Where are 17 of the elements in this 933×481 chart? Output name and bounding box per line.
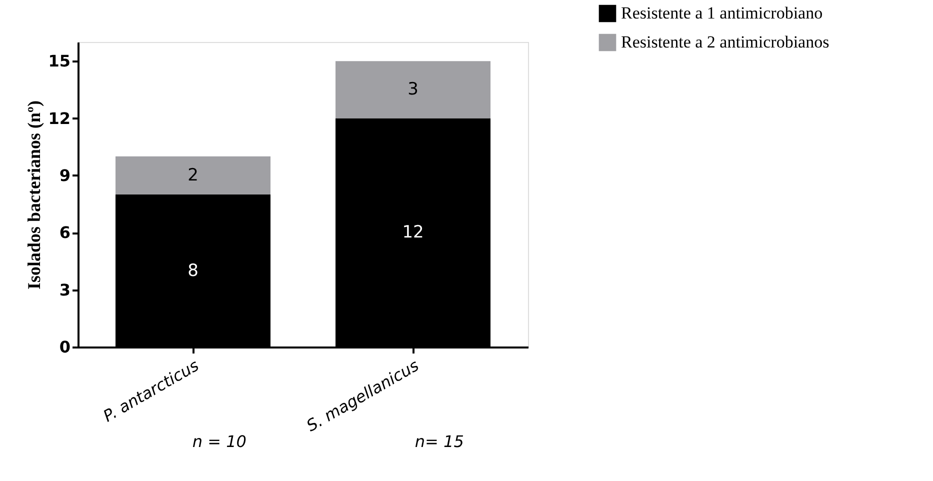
legend-label: Resistente a 1 antimicrobiano	[621, 4, 823, 22]
legend-label: Resistente a 2 antimicrobianos	[621, 32, 830, 52]
bar	[336, 61, 490, 118]
y-tick-label: 12	[48, 108, 70, 128]
text: n = 10	[192, 432, 246, 451]
data-label: 12	[402, 222, 424, 243]
y-tick-label: 6	[59, 223, 70, 242]
y-tick-label: 3	[59, 280, 70, 300]
y-tick-label: 15	[48, 52, 70, 71]
y-axis-title: Isolados bacterianos (nº)	[24, 100, 44, 290]
y-tick-label: 9	[59, 166, 70, 185]
data-label: 3	[408, 80, 418, 100]
data-label: 2	[188, 165, 198, 186]
text: n= 15	[414, 432, 464, 451]
y-tick-label: 0	[59, 338, 70, 356]
data-label: 8	[188, 260, 198, 281]
bar	[116, 156, 270, 194]
